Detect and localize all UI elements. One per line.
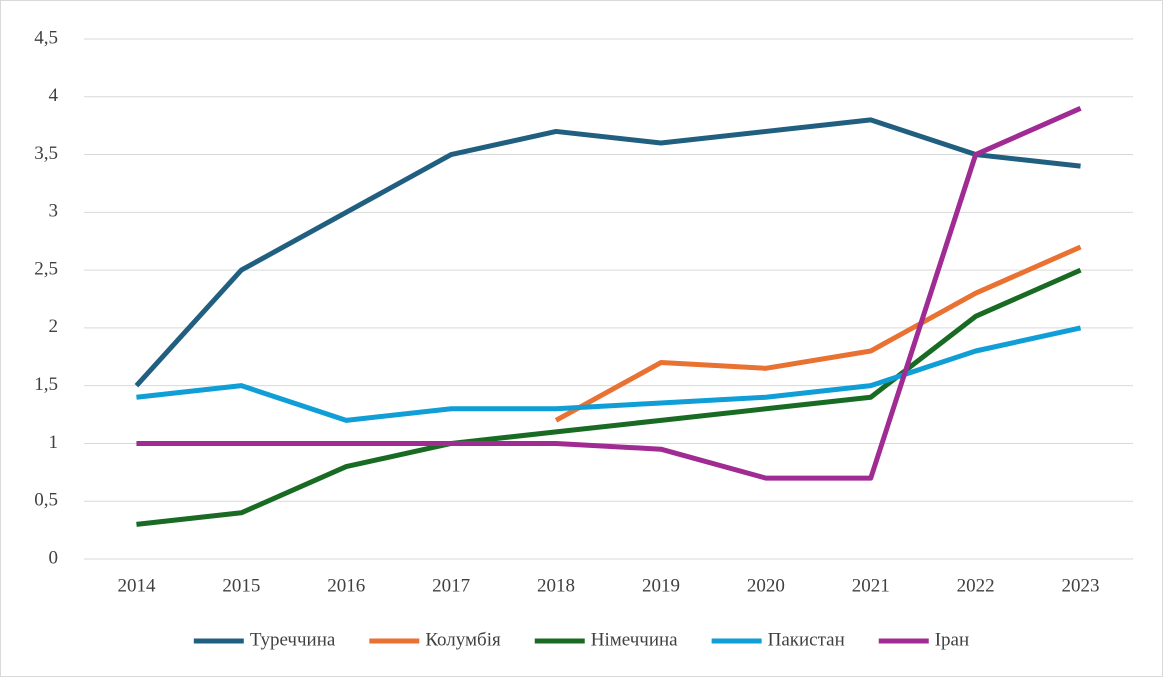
series-line <box>134 117 1081 388</box>
x-tick-label: 2017 <box>432 575 470 596</box>
y-tick-label: 4 <box>49 85 59 106</box>
x-tick-label: 2015 <box>222 575 260 596</box>
legend-label: Туреччина <box>250 629 336 650</box>
y-tick-label: 1 <box>49 432 59 453</box>
x-tick-label: 2021 <box>852 575 890 596</box>
legend-label: Колумбія <box>425 629 501 650</box>
y-tick-label: 0 <box>49 547 59 568</box>
y-tick-label: 3 <box>49 201 59 222</box>
x-tick-label: 2019 <box>642 575 680 596</box>
y-tick-label: 2 <box>49 316 59 337</box>
series-line <box>136 106 1082 481</box>
legend-label: Німеччина <box>591 629 678 650</box>
series-line <box>554 244 1082 423</box>
x-tick-label: 2016 <box>327 575 365 596</box>
x-tick-label: 2020 <box>747 575 785 596</box>
series-line <box>136 267 1082 527</box>
y-tick-label: 0,5 <box>34 490 58 511</box>
x-tick-label: 2022 <box>957 575 995 596</box>
series-line <box>136 325 1082 423</box>
legend-label: Пакистан <box>768 629 845 650</box>
legend-label: Іран <box>935 629 969 650</box>
x-tick-label: 2014 <box>117 575 156 596</box>
x-tick-label: 2023 <box>1062 575 1100 596</box>
y-tick-label: 3,5 <box>34 143 58 164</box>
y-tick-label: 1,5 <box>34 374 58 395</box>
y-tick-label: 2,5 <box>34 258 58 279</box>
y-tick-label: 4,5 <box>34 27 58 48</box>
x-tick-label: 2018 <box>537 575 575 596</box>
